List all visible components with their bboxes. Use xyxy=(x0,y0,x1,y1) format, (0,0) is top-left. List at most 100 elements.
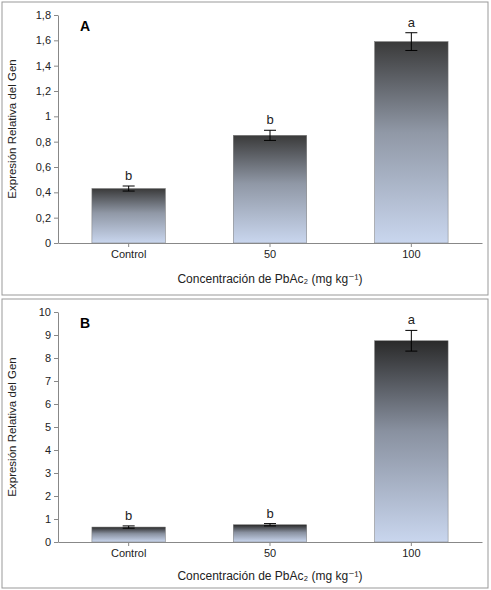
y-tick-label: 3 xyxy=(45,467,51,479)
y-tick-mark xyxy=(54,243,58,244)
bar xyxy=(375,42,448,243)
y-tick: 0 xyxy=(45,536,58,548)
x-axis: Control 50 100 xyxy=(59,542,483,559)
y-tick: 1 xyxy=(45,110,58,122)
error-bar xyxy=(405,330,417,351)
y-tick-mark xyxy=(54,116,58,117)
x-tick-mark xyxy=(128,243,129,247)
y-tick-mark xyxy=(54,192,58,193)
x-tick-label: 50 xyxy=(264,248,276,260)
y-tick: 0,4 xyxy=(36,186,58,198)
x-tick-label: 100 xyxy=(402,547,420,559)
x-tick-mark xyxy=(411,542,412,546)
y-tick: 1,8 xyxy=(36,9,58,21)
y-tick: 6 xyxy=(45,398,58,410)
y-tick: 7 xyxy=(45,375,58,387)
y-tick-label: 0 xyxy=(45,536,51,548)
y-tick-mark xyxy=(54,450,58,451)
bar xyxy=(233,525,306,542)
marks xyxy=(92,330,448,542)
y-tick-mark xyxy=(54,358,58,359)
y-tick-label: 0,2 xyxy=(36,212,51,224)
y-axis-title: Expresión Relativa del Gen xyxy=(6,59,18,198)
y-tick-label: 1,4 xyxy=(36,60,51,72)
y-tick-label: 2 xyxy=(45,490,51,502)
marks xyxy=(92,33,448,243)
error-cap xyxy=(264,140,276,141)
x-tick-label: 50 xyxy=(264,547,276,559)
y-tick-mark xyxy=(54,142,58,143)
error-cap xyxy=(123,525,135,526)
x-tick: 50 xyxy=(264,542,276,559)
y-tick-label: 0 xyxy=(45,237,51,249)
y-tick: 1,4 xyxy=(36,60,58,72)
panel: 00,20,40,60,811,21,41,61,8Control50100bb… xyxy=(2,2,488,295)
significance-letter: b xyxy=(266,112,273,127)
y-tick-label: 5 xyxy=(45,421,51,433)
y-tick-label: 0,8 xyxy=(36,136,51,148)
x-tick: Control xyxy=(111,542,146,559)
y-tick-mark xyxy=(54,381,58,382)
y-tick: 0 xyxy=(45,237,58,249)
error-bar xyxy=(405,33,417,51)
bar xyxy=(92,189,165,243)
y-tick-mark xyxy=(54,427,58,428)
y-tick: 1,6 xyxy=(36,34,58,46)
significance-letter: a xyxy=(408,312,416,327)
y-tick-mark xyxy=(54,542,58,543)
y-tick-mark xyxy=(54,15,58,16)
x-tick: Control xyxy=(111,243,146,260)
x-tick: 100 xyxy=(402,243,420,260)
significance-letter: b xyxy=(125,168,132,183)
y-tick: 5 xyxy=(45,421,58,433)
y-tick-label: 1,8 xyxy=(36,9,51,21)
y-axis: 012345678910 xyxy=(39,306,59,548)
error-bar xyxy=(264,524,276,526)
y-tick-mark xyxy=(54,519,58,520)
x-tick-mark xyxy=(270,542,271,546)
error-cap xyxy=(123,528,135,529)
y-tick: 10 xyxy=(39,306,58,318)
y-tick: 4 xyxy=(45,444,58,456)
panel-title: B xyxy=(80,315,90,331)
y-tick-label: 1 xyxy=(45,110,51,122)
y-tick-label: 0,6 xyxy=(36,161,51,173)
y-tick-label: 10 xyxy=(39,306,51,318)
x-tick-mark xyxy=(411,243,412,247)
bar xyxy=(233,135,306,243)
y-tick: 0,8 xyxy=(36,136,58,148)
significance-letter: a xyxy=(408,15,416,30)
y-tick-mark xyxy=(54,312,58,313)
y-tick-label: 0,4 xyxy=(36,186,51,198)
y-tick: 0,2 xyxy=(36,212,58,224)
error-cap xyxy=(405,32,417,33)
error-bar xyxy=(123,526,135,528)
error-cap xyxy=(123,186,135,187)
error-cap xyxy=(405,330,417,331)
y-tick-mark xyxy=(54,91,58,92)
y-axis-line xyxy=(58,313,59,543)
x-tick-label: Control xyxy=(111,547,146,559)
bar xyxy=(375,341,448,542)
y-axis-line xyxy=(58,16,59,244)
error-bar xyxy=(264,130,276,140)
y-tick: 3 xyxy=(45,467,58,479)
panel-frame xyxy=(2,2,488,295)
error-bar xyxy=(123,186,135,191)
y-axis: 00,20,40,60,811,21,41,61,8 xyxy=(36,9,59,249)
y-tick: 9 xyxy=(45,329,58,341)
error-stem xyxy=(411,33,412,51)
error-cap xyxy=(405,351,417,352)
panel: 012345678910Control50100bbaBConcentració… xyxy=(2,299,488,588)
y-tick: 1 xyxy=(45,513,58,525)
y-tick-mark xyxy=(54,167,58,168)
significance-letter: b xyxy=(125,508,132,523)
x-tick-mark xyxy=(270,243,271,247)
error-cap xyxy=(123,191,135,192)
y-tick-label: 1 xyxy=(45,513,51,525)
x-axis-title: Concentración de PbAc₂ (mg kg⁻¹) xyxy=(177,272,362,286)
y-tick-mark xyxy=(54,218,58,219)
y-tick-mark xyxy=(54,40,58,41)
y-tick: 2 xyxy=(45,490,58,502)
x-tick: 100 xyxy=(402,542,420,559)
